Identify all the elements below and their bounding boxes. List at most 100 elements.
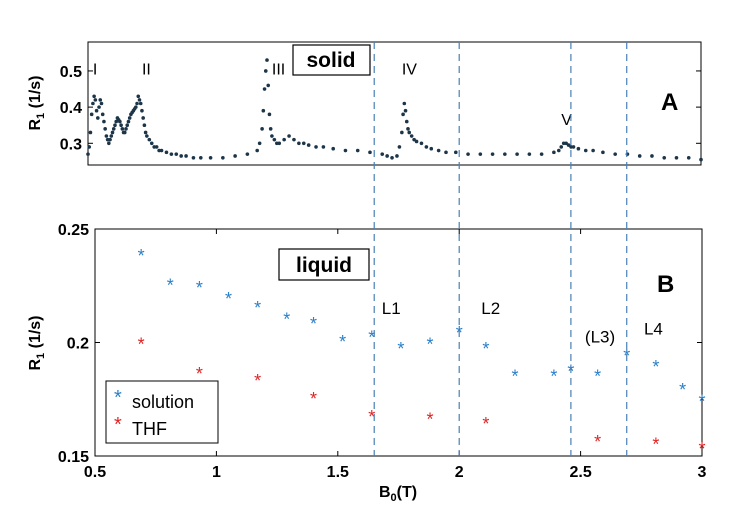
panel-a-dot [159, 148, 164, 153]
panel-a-dot [402, 101, 407, 106]
panel-a-dot [134, 105, 138, 109]
panel-a-dot [94, 108, 99, 113]
solution-point: * [512, 366, 519, 386]
solution-point: * [310, 314, 317, 334]
panel-a-dot [699, 157, 703, 162]
panel-a-dot [119, 123, 123, 128]
panel-a-dot [314, 145, 318, 149]
liquid-label: liquid [296, 254, 352, 277]
panel-a-dot [490, 152, 495, 156]
panel-a-dot [89, 112, 94, 117]
panel-a-ytick-label: 0.4 [60, 100, 82, 117]
liquid-label-box: liquid [278, 248, 370, 281]
panel-a-dot [390, 155, 394, 160]
panel-a-y-axis-label: R1 (1/s) [27, 75, 47, 130]
panel-a-dot [406, 127, 410, 131]
panel-a-dot [92, 94, 96, 99]
thf-point: * [594, 432, 601, 452]
panel-a-data-dots [86, 58, 703, 162]
panel-a-dot [559, 145, 564, 149]
peak-label: III [272, 62, 285, 79]
panel-a-dot [380, 152, 385, 156]
panel-a-dot [143, 130, 148, 135]
panel-b-ytick-label: 0.25 [58, 222, 89, 239]
panel-a-dot [103, 127, 107, 131]
panel-b-xtick-label: 2 [455, 464, 464, 481]
solution-point: * [339, 332, 346, 352]
panel-b-letter: B [657, 271, 674, 298]
panel-a-dot [191, 155, 196, 160]
panel-a-dot [221, 155, 225, 160]
panel-a-dot [292, 137, 296, 142]
panel-a-y-ticks: 0.3 0.4 0.5 [60, 64, 701, 153]
solution-point: * [594, 366, 601, 386]
solution-point: * [254, 298, 261, 318]
panel-a-peak-labels: I II III IVV [93, 62, 572, 130]
panel-a-dot [466, 152, 470, 156]
panel-b-xtick-label: 2.5 [569, 464, 591, 481]
panel-a-dot [404, 119, 409, 124]
panel-b-xtick-label: 1 [212, 464, 221, 481]
panel-a-dot [108, 137, 112, 142]
panel-b-ytick-label: 0.2 [67, 336, 89, 353]
panel-a-dot [260, 127, 264, 131]
panel-a-dot [409, 134, 414, 138]
panel-b-ticks: 0.5 1 1.5 2 2.5 3 0.15 0.2 0.25 [58, 222, 707, 481]
panel-a-dot [109, 134, 114, 138]
panel-a-dot [255, 148, 259, 153]
panel-a-dot [141, 116, 145, 120]
panel-b: 0.5 1 1.5 2 2.5 30.150.20.25 ** ** ** ** ** * ** * * *… [27, 222, 707, 504]
solid-label-box: solid [292, 44, 371, 76]
panel-a-dot [179, 154, 183, 158]
panel-a-dot [272, 137, 277, 142]
solution-point: * [368, 328, 375, 348]
panel-a-dot [135, 101, 139, 106]
panel-a-dot [407, 130, 412, 135]
panel-a-dot [436, 148, 441, 153]
panel-a-dot [107, 141, 111, 146]
panel-a-dot [306, 143, 311, 147]
panel-a-dot [102, 119, 106, 124]
panel-a-dot [403, 108, 408, 113]
panel-a-dot [113, 123, 117, 128]
panel-a-dot [478, 152, 483, 156]
panel-a-ytick-label: 0.5 [60, 64, 82, 81]
panel-a-dot [301, 141, 306, 146]
panel-a-dot [686, 155, 691, 160]
panel-b-xtick-label: 3 [698, 464, 707, 481]
solution-point: * [482, 339, 489, 359]
thf-point: * [138, 335, 145, 355]
panel-a-dot [552, 150, 556, 155]
legend-marker-thf: * [114, 414, 122, 436]
panel-a-dot [265, 58, 269, 62]
panel-a-dot [527, 152, 532, 156]
solution-point: * [427, 335, 434, 355]
thf-point: * [427, 409, 434, 429]
panel-a-dot [270, 134, 274, 138]
panel-b-xtick-label: 0.5 [84, 464, 106, 481]
panel-a-dot [400, 130, 404, 135]
solution-point: * [679, 380, 686, 400]
panel-a-dot [503, 152, 507, 156]
line-label: (L3) [585, 328, 615, 347]
line-label: L4 [644, 320, 663, 339]
panel-a-dot [343, 148, 348, 153]
panel-a-dot [245, 152, 250, 156]
panel-a-dot [662, 155, 667, 160]
panel-a-dot [174, 152, 179, 156]
panel-a-dot [88, 130, 93, 135]
panel-b-series: ******************************* [138, 246, 706, 459]
panel-a-dot [401, 112, 405, 117]
thf-point: * [698, 439, 705, 459]
panel-a-dot [142, 123, 147, 128]
thf-point: * [482, 414, 489, 434]
panel-a-dot [282, 137, 286, 142]
panel-a-dot [86, 152, 90, 156]
panel-a-dot [136, 94, 141, 99]
panel-a-dot [118, 119, 122, 124]
solid-label: solid [306, 49, 355, 72]
panel-b-y-axis-label: R1 (1/s) [27, 315, 47, 370]
panel-a-dot [126, 119, 131, 124]
panel-a-dot [539, 152, 544, 156]
